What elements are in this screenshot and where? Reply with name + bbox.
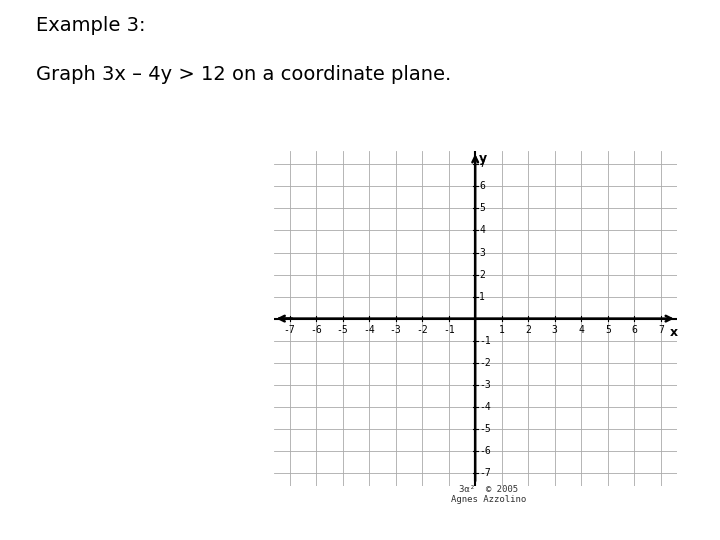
- Text: -1: -1: [443, 325, 454, 335]
- Text: -6: -6: [480, 446, 491, 456]
- Text: 4: 4: [578, 325, 584, 335]
- Text: -5: -5: [337, 325, 348, 335]
- Text: x: x: [670, 326, 678, 339]
- Text: -6: -6: [310, 325, 322, 335]
- Text: 5: 5: [605, 325, 611, 335]
- Text: -1: -1: [480, 336, 491, 346]
- Text: 4: 4: [480, 226, 485, 235]
- Text: -2: -2: [416, 325, 428, 335]
- Text: 7: 7: [480, 159, 485, 170]
- Text: 7: 7: [658, 325, 664, 335]
- Text: 3: 3: [480, 247, 485, 258]
- Text: -7: -7: [284, 325, 295, 335]
- Text: Example 3:: Example 3:: [36, 16, 145, 35]
- Text: -2: -2: [480, 357, 491, 368]
- Text: 2: 2: [480, 269, 485, 280]
- Text: 6: 6: [480, 181, 485, 192]
- Text: -3: -3: [480, 380, 491, 390]
- Text: 6: 6: [631, 325, 637, 335]
- Text: 3: 3: [552, 325, 558, 335]
- Text: -7: -7: [480, 468, 491, 478]
- Text: 3α²  © 2005
Agnes Azzolino: 3α² © 2005 Agnes Azzolino: [451, 485, 526, 504]
- Text: y: y: [478, 152, 487, 165]
- Text: -4: -4: [480, 402, 491, 411]
- Text: 5: 5: [480, 204, 485, 213]
- Text: 1: 1: [499, 325, 505, 335]
- Text: 1: 1: [480, 292, 485, 301]
- Text: -4: -4: [363, 325, 375, 335]
- Text: 2: 2: [526, 325, 531, 335]
- Text: -5: -5: [480, 424, 491, 434]
- Text: Graph 3x – 4y > 12 on a coordinate plane.: Graph 3x – 4y > 12 on a coordinate plane…: [36, 65, 451, 84]
- Text: -3: -3: [390, 325, 402, 335]
